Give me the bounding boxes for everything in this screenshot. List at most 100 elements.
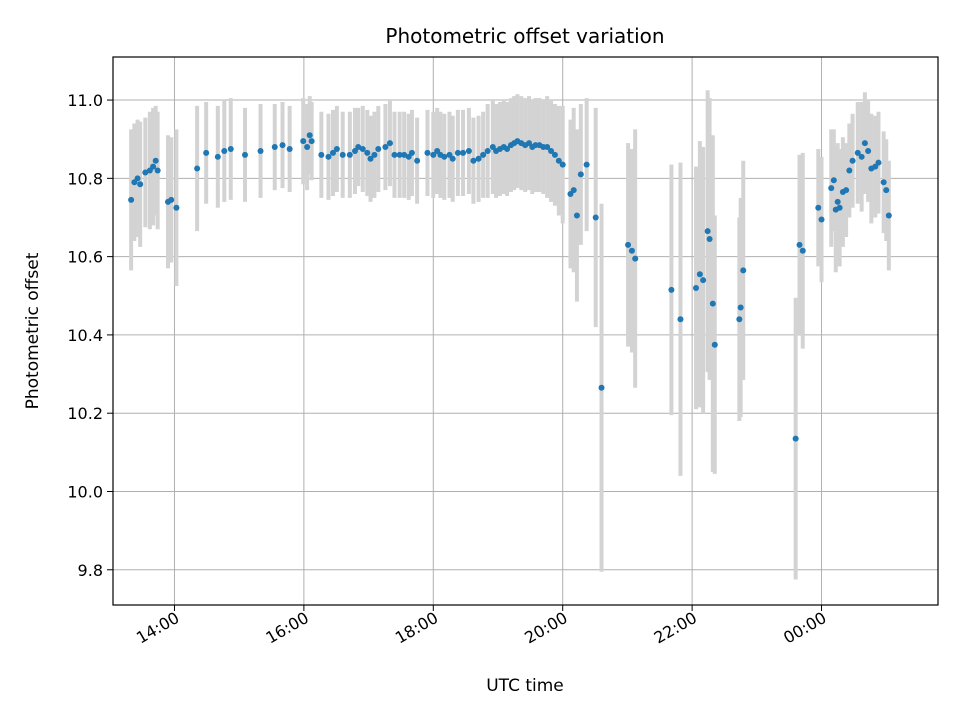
data-point [382, 144, 389, 151]
data-point [154, 167, 161, 174]
data-point [559, 161, 566, 168]
data-point [424, 149, 431, 156]
y-tick-label: 10.6 [67, 248, 103, 267]
data-point [711, 341, 718, 348]
data-point [330, 149, 336, 156]
data-point [700, 277, 707, 284]
data-point [693, 284, 699, 291]
data-point [740, 267, 747, 274]
data-point [414, 157, 421, 164]
data-point [221, 147, 228, 154]
data-point [203, 149, 210, 156]
data-point [577, 171, 584, 178]
data-point [583, 161, 590, 168]
data-point [828, 185, 835, 192]
data-point [548, 147, 555, 154]
data-point [173, 204, 180, 211]
data-point [371, 151, 378, 158]
data-point [632, 255, 639, 262]
data-point [818, 216, 825, 223]
data-point [364, 149, 371, 156]
data-point [396, 151, 403, 158]
data-point [470, 157, 477, 164]
data-point [325, 153, 332, 160]
data-point [308, 138, 315, 145]
data-point [836, 204, 843, 211]
data-point [484, 147, 491, 154]
data-point [573, 212, 580, 219]
y-tick-label: 11.0 [67, 91, 103, 110]
data-point [152, 157, 159, 164]
data-point [598, 384, 605, 391]
data-point [286, 145, 293, 152]
data-point [736, 316, 743, 323]
data-point [367, 155, 374, 162]
data-point [570, 187, 577, 194]
data-point [875, 159, 882, 166]
data-point [830, 177, 837, 184]
data-point [625, 241, 632, 248]
data-point [257, 147, 264, 154]
y-axis: 9.8 10.0 10.2 10.4 10.6 10.8 11.0 [67, 91, 113, 580]
data-point [449, 155, 456, 162]
data-point [883, 187, 890, 194]
data-point [668, 286, 675, 293]
data-point [799, 247, 806, 254]
data-point [792, 435, 799, 442]
x-axis-label: UTC time [486, 676, 564, 696]
data-point [796, 241, 803, 248]
data-point [854, 149, 861, 156]
data-point [375, 145, 382, 152]
y-tick-label: 10.8 [67, 169, 103, 188]
data-point [454, 149, 461, 156]
y-tick-label: 9.8 [78, 561, 103, 580]
data-point [150, 163, 157, 170]
data-point [300, 138, 307, 145]
y-tick-label: 10.4 [67, 326, 103, 345]
data-point [858, 153, 865, 160]
y-axis-label: Photometric offset [23, 252, 43, 409]
data-point [346, 151, 353, 158]
data-point [555, 157, 562, 164]
data-point [885, 212, 892, 219]
data-point [227, 145, 234, 152]
data-point [242, 151, 248, 158]
data-point [168, 196, 175, 203]
data-point [318, 151, 325, 158]
data-point [846, 167, 853, 174]
data-point [628, 247, 635, 254]
data-point [865, 147, 872, 154]
data-point [849, 157, 856, 164]
data-point [460, 149, 467, 156]
data-point [737, 304, 744, 311]
data-point [430, 151, 437, 158]
data-point [544, 144, 551, 151]
data-point [441, 153, 448, 160]
data-point [359, 145, 366, 152]
chart-title: Photometric offset variation [385, 24, 664, 48]
data-point [861, 140, 868, 147]
data-point [386, 140, 393, 147]
data-point [843, 187, 850, 194]
data-point [880, 179, 887, 186]
data-point [214, 153, 221, 160]
data-point [475, 155, 482, 162]
data-point [709, 300, 716, 307]
data-point [815, 204, 822, 211]
data-point [306, 132, 313, 139]
data-point [408, 149, 415, 156]
data-points [128, 132, 892, 442]
y-tick-label: 10.2 [67, 404, 103, 423]
data-point [401, 151, 408, 158]
data-point [391, 151, 398, 158]
data-point [834, 198, 841, 205]
data-point [480, 151, 487, 158]
data-point [128, 196, 135, 203]
data-point [279, 142, 286, 149]
data-point [592, 214, 599, 221]
data-point [696, 271, 703, 278]
data-point [704, 228, 711, 235]
data-point [271, 144, 278, 151]
data-point [137, 181, 144, 188]
